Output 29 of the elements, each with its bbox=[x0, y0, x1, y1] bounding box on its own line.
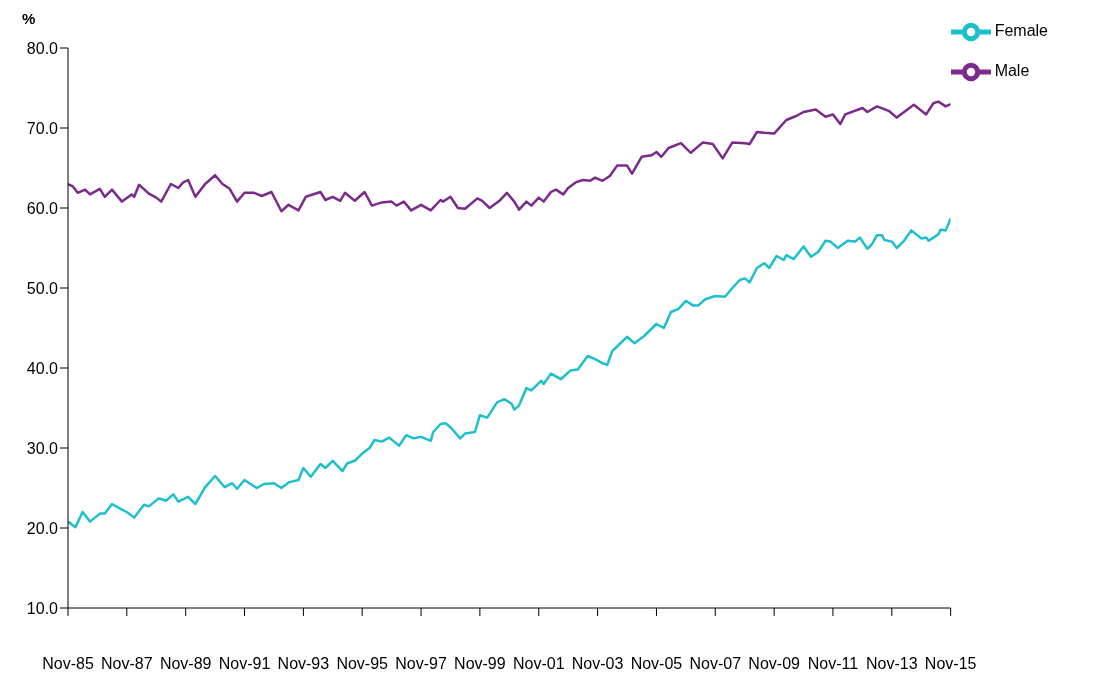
x-tick-label: Nov-89 bbox=[159, 655, 212, 673]
x-tick-label: Nov-05 bbox=[630, 655, 683, 673]
x-tick-label: Nov-99 bbox=[454, 655, 506, 673]
x-tick-label: Nov-13 bbox=[866, 655, 918, 673]
y-tick-label: 70.0 bbox=[26, 119, 59, 137]
x-tick-label: Nov-91 bbox=[218, 655, 271, 673]
legend-label: Female bbox=[994, 22, 1048, 40]
x-tick-label: Nov-11 bbox=[807, 655, 859, 673]
line-series bbox=[68, 100, 951, 213]
x-tick-label: Nov-01 bbox=[512, 655, 565, 673]
y-tick-label: 20.0 bbox=[26, 519, 59, 537]
y-tick-label: 40.0 bbox=[26, 359, 59, 377]
y-tick-label: 80.0 bbox=[26, 39, 59, 57]
y-axis-title: % bbox=[22, 10, 36, 27]
x-tick-label: Nov-07 bbox=[689, 655, 742, 673]
legend-label: Male bbox=[994, 62, 1030, 80]
x-tick-label: Nov-09 bbox=[748, 655, 801, 673]
y-tick-label: 50.0 bbox=[26, 279, 59, 297]
line-series bbox=[68, 217, 951, 529]
y-tick-label: 10.0 bbox=[26, 599, 59, 617]
y-tick-label: 60.0 bbox=[26, 199, 59, 217]
x-tick-label: Nov-97 bbox=[395, 655, 447, 673]
x-tick-label: Nov-85 bbox=[42, 655, 94, 673]
y-tick-label: 30.0 bbox=[26, 439, 59, 457]
x-tick-label: Nov-95 bbox=[336, 655, 389, 673]
x-tick-label: Nov-93 bbox=[277, 655, 330, 673]
x-tick-label: Nov-15 bbox=[924, 655, 977, 673]
x-tick-label: Nov-87 bbox=[101, 655, 153, 673]
x-tick-label: Nov-03 bbox=[571, 655, 624, 673]
